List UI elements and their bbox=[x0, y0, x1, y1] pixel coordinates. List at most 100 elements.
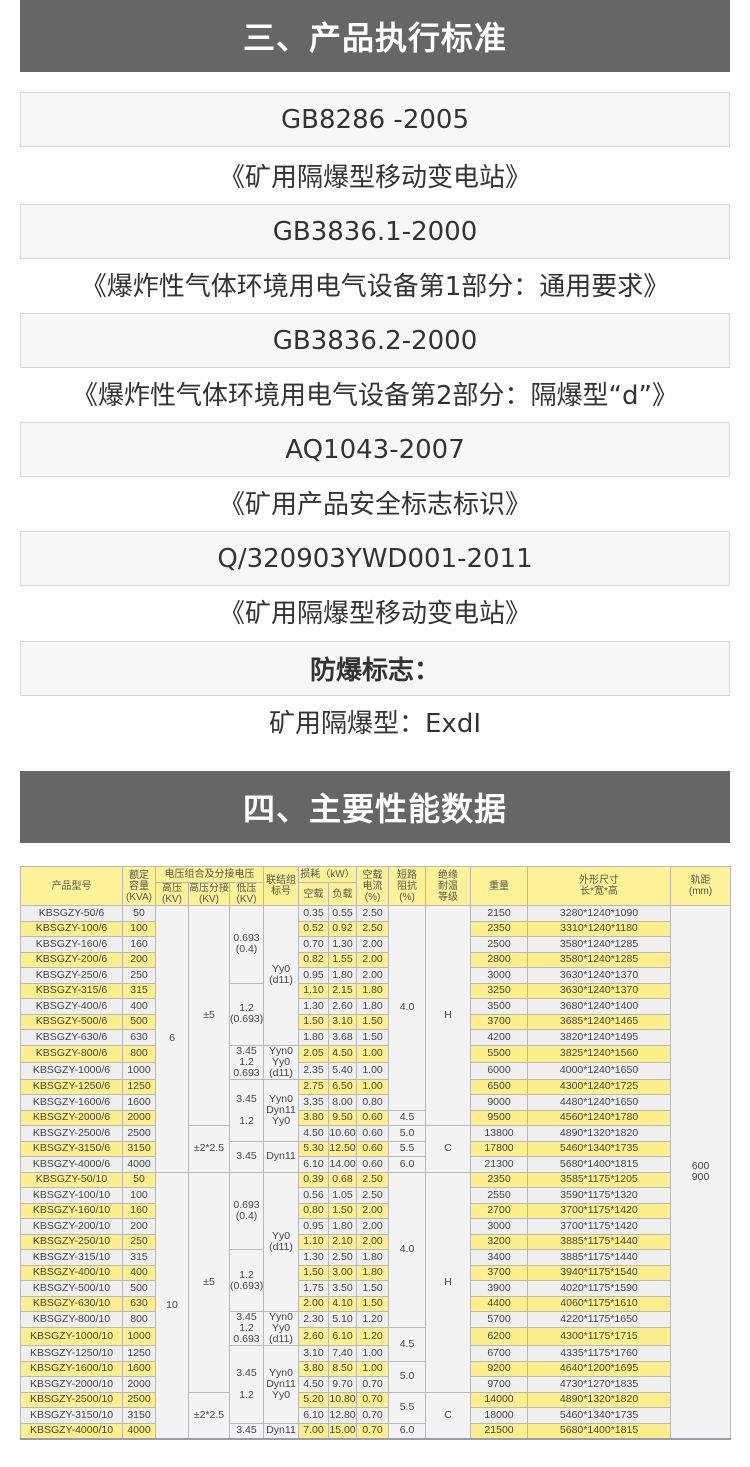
standard-code: GB3836.2-2000 bbox=[20, 313, 730, 368]
cell-model: KBSGZY-500/10 bbox=[20, 1280, 123, 1297]
cell-no-load-loss: 1.75 bbox=[298, 1280, 330, 1297]
cell-dimensions: 3590*1175*1320 bbox=[527, 1187, 672, 1204]
cell-no-load-loss: 0.39 bbox=[298, 1171, 330, 1188]
cell-load-loss: 5.40 bbox=[328, 1061, 358, 1080]
table-row: KBSGZY-50/6 50 6 ±5 0.693 (0.4) Yy0 (d11) 0.35… bbox=[20, 905, 732, 1439]
cell-model: KBSGZY-2000/10 bbox=[20, 1376, 123, 1393]
table-row: KBSGZY-4000/6 4000 6.10 14.00 0.60 6.0 21300 56… bbox=[20, 1156, 731, 1173]
cell-hv: 6 bbox=[155, 905, 189, 1173]
cell-dimensions: 3630*1240*1370 bbox=[527, 982, 672, 999]
cell-model: KBSGZY-100/6 bbox=[20, 920, 123, 937]
cell-capacity: 1600 bbox=[122, 1094, 156, 1111]
cell-dimensions: 4220*1175*1650 bbox=[527, 1311, 672, 1328]
cell-impedance: 5.5 bbox=[388, 1391, 427, 1424]
cell-no-load-loss: 0.82 bbox=[298, 951, 330, 968]
cell-impedance: 4.5 bbox=[388, 1326, 427, 1362]
cell-dimensions: 3885*1175*1440 bbox=[527, 1249, 672, 1266]
cell-weight: 17800 bbox=[470, 1140, 529, 1157]
cell-dimensions: 3580*1240*1285 bbox=[527, 951, 672, 968]
cell-dimensions: 4060*1175*1610 bbox=[527, 1295, 672, 1312]
cell-capacity: 4000 bbox=[122, 1422, 156, 1439]
cell-capacity: 250 bbox=[122, 967, 156, 984]
cell-no-load-loss: 1.10 bbox=[298, 1233, 330, 1250]
cell-weight: 3000 bbox=[470, 967, 529, 984]
cell-load-loss: 2.10 bbox=[328, 1233, 358, 1250]
table-row: KBSGZY-1250/6 1250 3.45 1.2 Yyn0 Dyn11 Yy0 2… bbox=[20, 1078, 731, 1142]
cell-weight: 3250 bbox=[470, 982, 529, 999]
cell-no-load-current: 2.50 bbox=[356, 920, 390, 937]
cell-model: KBSGZY-800/6 bbox=[20, 1044, 123, 1063]
table-row: KBSGZY-2000/10 2000 4.50 9.70 0.70 9700 4730*1… bbox=[20, 1376, 731, 1393]
section-title-standards: 三、产品执行标准 bbox=[20, 0, 730, 72]
cell-model: KBSGZY-3150/6 bbox=[20, 1140, 123, 1157]
standard-code: GB3836.1-2000 bbox=[20, 204, 730, 259]
standard-name: 《爆炸性气体环境用电气设备第1部分：通用要求》 bbox=[80, 272, 670, 302]
explosion-proof-value: 矿用隔爆型：ExdI bbox=[269, 709, 481, 739]
cell-model: KBSGZY-50/6 bbox=[20, 905, 123, 922]
cell-capacity: 630 bbox=[122, 1295, 156, 1312]
cell-no-load-current: 1.80 bbox=[356, 998, 390, 1015]
cell-no-load-current: 0.60 bbox=[356, 1125, 390, 1142]
cell-capacity: 2000 bbox=[122, 1109, 156, 1126]
cell-connection: Yyn0 Yy0 (d11) bbox=[263, 1044, 300, 1080]
cell-no-load-loss: 6.10 bbox=[298, 1156, 330, 1173]
cell-insulation: C bbox=[425, 1125, 472, 1173]
performance-table: 产品型号 额定 容量 (KVA) 电压组合及分接电压 联结组 标号 损耗（kW）… bbox=[20, 866, 732, 1440]
header-no-load: 空载 bbox=[298, 882, 330, 906]
cell-connection: Dyn11 bbox=[263, 1140, 300, 1173]
cell-weight: 3700 bbox=[470, 1264, 529, 1281]
cell-lv: 0.693 (0.4) bbox=[228, 1171, 265, 1250]
cell-no-load-loss: 7.00 bbox=[298, 1422, 330, 1439]
cell-insulation: H bbox=[425, 905, 472, 1126]
cell-load-loss: 5.10 bbox=[328, 1311, 358, 1328]
table-row: KBSGZY-500/10 500 1.75 3.50 1.50 3900 4020*117… bbox=[20, 1280, 731, 1297]
cell-model: KBSGZY-1250/10 bbox=[20, 1345, 123, 1362]
cell-dimensions: 5680*1400*1815 bbox=[527, 1156, 672, 1173]
cell-no-load-loss: 0.95 bbox=[298, 967, 330, 984]
standard-name: 《爆炸性气体环境用电气设备第2部分：隔爆型“d”》 bbox=[72, 381, 678, 411]
cell-lv: 3.45 1.2 bbox=[228, 1078, 265, 1142]
cell-capacity: 200 bbox=[122, 1218, 156, 1235]
cell-capacity: 160 bbox=[122, 1202, 156, 1219]
cell-capacity: 1600 bbox=[122, 1360, 156, 1377]
cell-no-load-current: 1.80 bbox=[356, 1264, 390, 1281]
cell-impedance: 5.0 bbox=[388, 1360, 427, 1393]
table-row: KBSGZY-800/6 800 3.45 1.2 0.693 Yyn0 Yy0 (d… bbox=[20, 1044, 731, 1080]
cell-model: KBSGZY-400/6 bbox=[20, 998, 123, 1015]
cell-model: KBSGZY-1000/6 bbox=[20, 1061, 123, 1080]
cell-no-load-loss: 0.95 bbox=[298, 1218, 330, 1235]
cell-no-load-current: 0.70 bbox=[356, 1422, 390, 1439]
cell-capacity: 630 bbox=[122, 1029, 156, 1046]
cell-no-load-loss: 2.30 bbox=[298, 1311, 330, 1328]
cell-no-load-loss: 2.75 bbox=[298, 1078, 330, 1095]
table-row: KBSGZY-1000/10 1000 2.60 6.10 1.20 4.5 6200 430… bbox=[20, 1326, 731, 1362]
cell-model: KBSGZY-250/10 bbox=[20, 1233, 123, 1250]
cell-weight: 18000 bbox=[470, 1407, 529, 1424]
cell-dimensions: 5680*1400*1815 bbox=[527, 1422, 672, 1439]
standard-name: 《矿用产品安全标志标识》 bbox=[218, 490, 531, 520]
cell-lv: 1.2 (0.693) bbox=[228, 982, 265, 1046]
cell-weight: 2550 bbox=[470, 1187, 529, 1204]
cell-load-loss: 1.05 bbox=[328, 1187, 358, 1204]
cell-no-load-current: 0.60 bbox=[356, 1156, 390, 1173]
cell-capacity: 400 bbox=[122, 998, 156, 1015]
cell-dimensions: 4020*1175*1590 bbox=[527, 1280, 672, 1297]
cell-no-load-loss: 0.52 bbox=[298, 920, 330, 937]
cell-capacity: 3150 bbox=[122, 1407, 156, 1424]
cell-weight: 5700 bbox=[470, 1311, 529, 1328]
cell-impedance: 4.5 bbox=[388, 1109, 427, 1126]
cell-load-loss: 0.55 bbox=[328, 905, 358, 922]
header-model: 产品型号 bbox=[20, 866, 123, 906]
cell-tap: ±2*2.5 bbox=[188, 1391, 230, 1439]
cell-weight: 2800 bbox=[470, 951, 529, 968]
cell-capacity: 1250 bbox=[122, 1345, 156, 1362]
table-row: KBSGZY-2500/6 2500 ±2*2.5 4.50 10.60 0.60 5.0 C… bbox=[20, 1125, 731, 1173]
table-row: KBSGZY-100/6 100 0.52 0.92 2.50 2350 3310*1240… bbox=[20, 920, 731, 937]
table-row: KBSGZY-315/10 315 1.2 (0.693) 1.30 2.50 1.80 3… bbox=[20, 1249, 731, 1312]
cell-model: KBSGZY-315/6 bbox=[20, 982, 123, 999]
cell-no-load-loss: 5.20 bbox=[298, 1391, 330, 1408]
table-row: KBSGZY-200/10 200 0.95 1.80 2.00 3000 3700*117… bbox=[20, 1218, 731, 1235]
cell-dimensions: 3820*1240*1495 bbox=[527, 1029, 672, 1046]
cell-no-load-loss: 2.05 bbox=[298, 1044, 330, 1063]
cell-weight: 4200 bbox=[470, 1029, 529, 1046]
